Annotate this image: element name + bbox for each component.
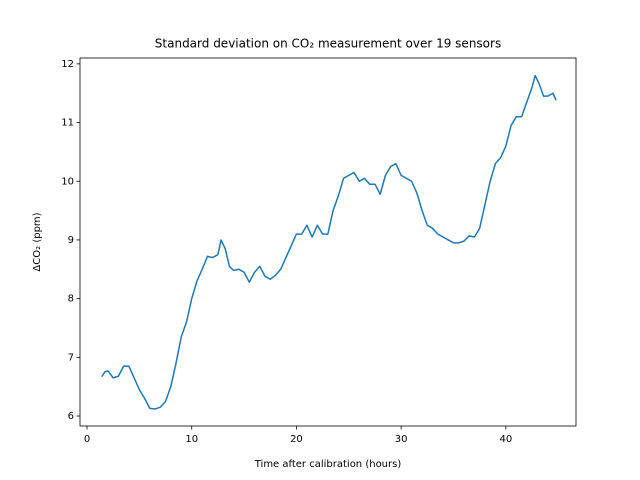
y-tick-label: 7 — [68, 352, 74, 363]
y-tick-label: 12 — [61, 59, 74, 70]
x-tick-label: 40 — [499, 434, 512, 445]
data-line — [101, 74, 557, 410]
y-tick-label: 9 — [68, 235, 74, 246]
y-tick-label: 6 — [68, 411, 74, 422]
y-axis-label: ΔCO₂ (ppm) — [32, 212, 43, 271]
x-tick-label: 30 — [395, 434, 408, 445]
y-tick-label: 8 — [68, 294, 74, 305]
y-tick-label: 10 — [61, 176, 74, 187]
x-tick-label: 10 — [185, 434, 198, 445]
axes-frame — [79, 57, 577, 427]
x-tick-label: 0 — [84, 434, 90, 445]
y-tick-label: 11 — [61, 118, 74, 129]
chart-title: Standard deviation on CO₂ measurement ov… — [155, 37, 501, 51]
x-axis-label: Time after calibration (hours) — [254, 459, 402, 470]
x-tick-label: 20 — [290, 434, 303, 445]
